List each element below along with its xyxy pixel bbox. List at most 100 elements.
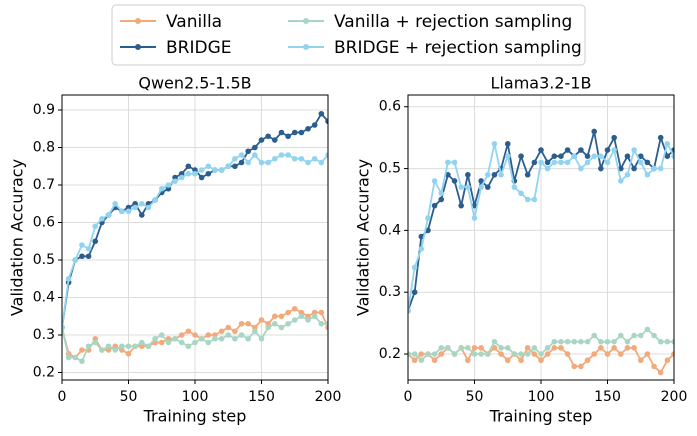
point (518, 357, 524, 364)
point (644, 171, 651, 178)
point (471, 345, 478, 351)
point (125, 350, 132, 357)
point (504, 345, 511, 351)
point (431, 202, 438, 209)
point (298, 155, 305, 162)
legend-marker (303, 18, 309, 24)
point (205, 339, 212, 346)
point (438, 345, 445, 351)
point (438, 351, 445, 357)
x-tick-label: 50 (466, 389, 484, 405)
point (278, 152, 285, 158)
y-tick-label: 0.3 (33, 327, 55, 343)
point (598, 153, 604, 160)
point (158, 185, 165, 192)
y-tick-label: 0.4 (33, 290, 55, 306)
point (158, 332, 165, 338)
point (238, 320, 245, 327)
point (611, 338, 617, 345)
y-axis-label: Validation Accuracy (8, 159, 27, 316)
point (62, 324, 65, 331)
x-tick-label: 0 (404, 389, 413, 405)
y-tick-label: 0.6 (379, 99, 401, 115)
point (92, 238, 99, 245)
point (631, 332, 637, 339)
point (418, 357, 425, 364)
point (298, 129, 305, 136)
x-tick-label: 200 (661, 389, 688, 405)
point (192, 332, 198, 338)
point (185, 163, 192, 170)
point (425, 215, 431, 221)
point (212, 335, 218, 342)
point (531, 351, 538, 357)
point (139, 212, 145, 218)
point (272, 137, 278, 143)
x-axis-label: Training step (489, 407, 593, 426)
x-tick-label: 150 (594, 389, 621, 405)
point (411, 351, 418, 357)
point (85, 343, 92, 350)
point (624, 338, 631, 345)
point (132, 343, 138, 350)
point (671, 351, 674, 357)
point (551, 159, 558, 166)
axes-frame (61, 94, 329, 381)
point (644, 351, 651, 357)
point (664, 153, 671, 160)
point (657, 369, 664, 376)
point (218, 328, 225, 335)
point (478, 178, 484, 184)
point (145, 204, 152, 211)
point (431, 351, 438, 357)
point (172, 335, 178, 342)
point (125, 343, 132, 350)
point (311, 313, 318, 320)
point (411, 264, 418, 271)
point (132, 204, 138, 211)
point (438, 196, 445, 203)
point (245, 335, 251, 342)
point (551, 345, 558, 351)
point (598, 165, 604, 172)
point (99, 347, 105, 353)
point (524, 196, 531, 203)
point (644, 159, 651, 166)
point (418, 246, 425, 252)
point (451, 351, 458, 357)
point (478, 345, 484, 351)
legend-label: BRIDGE + rejection sampling (334, 38, 582, 58)
point (531, 159, 538, 166)
point (99, 215, 105, 222)
point (498, 345, 504, 351)
point (232, 163, 238, 170)
point (458, 184, 465, 190)
y-tick-label: 0.5 (33, 252, 55, 268)
point (112, 200, 118, 207)
point (651, 332, 657, 339)
point (198, 174, 205, 181)
legend-marker (303, 44, 309, 50)
point (152, 335, 158, 342)
plot-area (408, 128, 674, 376)
point (604, 147, 611, 153)
point (598, 345, 604, 351)
point (72, 257, 79, 263)
point (278, 129, 285, 136)
point (238, 152, 245, 158)
point (318, 110, 325, 117)
point (571, 363, 578, 370)
point (265, 133, 271, 140)
x-tick-label: 150 (248, 389, 275, 405)
chart-title: Qwen2.5-1.5B (138, 74, 251, 93)
point (524, 351, 531, 357)
point (425, 351, 431, 357)
point (185, 170, 192, 177)
point (165, 339, 172, 346)
point (531, 345, 538, 351)
x-tick-label: 200 (315, 389, 342, 405)
point (584, 357, 591, 364)
point (611, 345, 617, 351)
point (671, 153, 674, 160)
